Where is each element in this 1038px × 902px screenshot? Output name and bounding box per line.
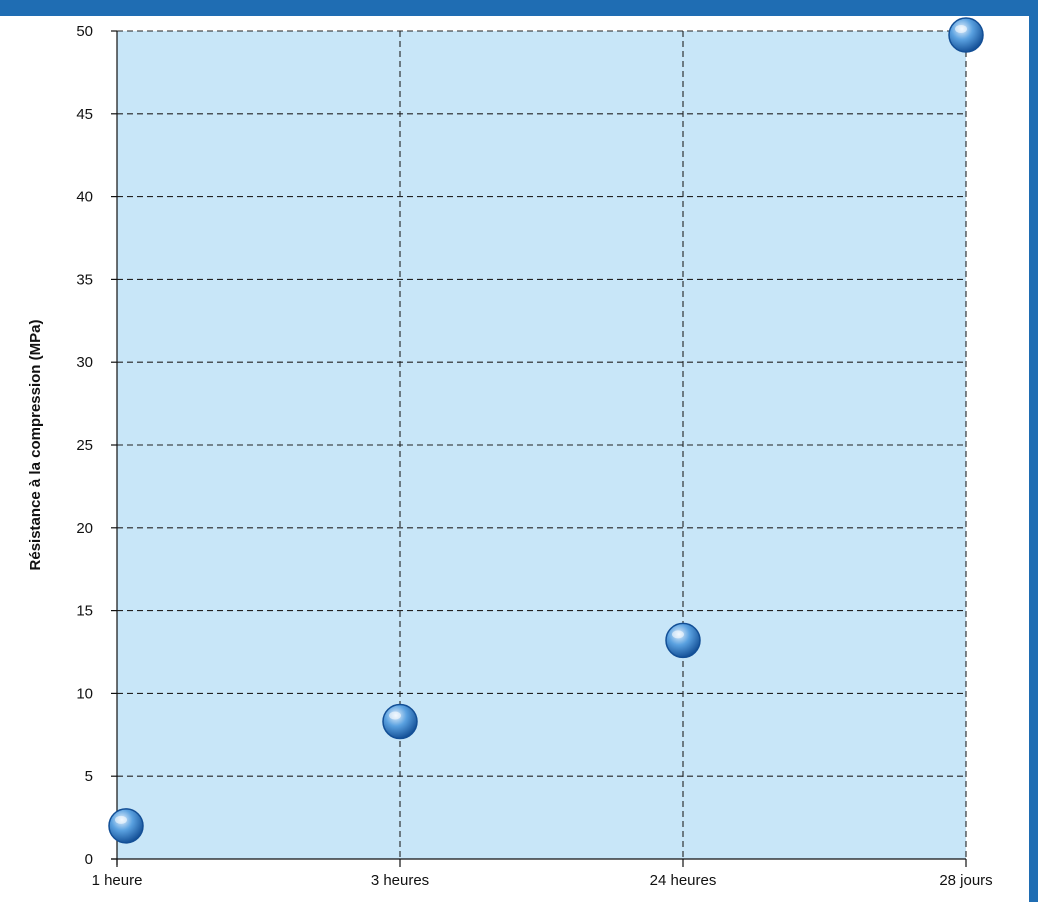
y-tick-label: 35 bbox=[76, 271, 93, 288]
y-tick-label: 30 bbox=[76, 354, 93, 371]
y-tick-label: 5 bbox=[85, 768, 93, 785]
right-frame-band bbox=[1029, 0, 1038, 902]
data-point-highlight bbox=[672, 630, 684, 639]
x-tick-label: 3 heures bbox=[371, 872, 429, 889]
y-tick-label: 20 bbox=[76, 520, 93, 537]
axes bbox=[111, 30, 967, 867]
x-tick-label: 1 heure bbox=[92, 872, 143, 889]
data-point-marker bbox=[382, 703, 418, 740]
y-tick-labels: 0 5 10 15 20 25 30 35 40 45 50 bbox=[76, 23, 93, 868]
y-tick-label: 10 bbox=[76, 685, 93, 702]
x-tick-label: 24 heures bbox=[650, 872, 717, 889]
data-point-highlight bbox=[955, 25, 967, 33]
data-point-highlight bbox=[389, 711, 401, 720]
data-point-highlight bbox=[115, 815, 127, 824]
y-tick-label: 40 bbox=[76, 189, 93, 206]
data-point-marker bbox=[665, 622, 701, 659]
x-tick-labels: 1 heure 3 heures 24 heures 28 jours bbox=[92, 872, 993, 889]
data-points bbox=[108, 17, 984, 844]
x-tick-label: 28 jours bbox=[939, 872, 992, 889]
y-tick-label: 50 bbox=[76, 23, 93, 40]
y-tick-label: 15 bbox=[76, 603, 93, 620]
grid-lines bbox=[117, 30, 967, 859]
y-tick-label: 45 bbox=[76, 106, 93, 123]
data-point-marker bbox=[948, 17, 984, 53]
data-point-marker bbox=[108, 808, 144, 844]
top-frame-band bbox=[0, 0, 1038, 16]
y-tick-label: 25 bbox=[76, 437, 93, 454]
y-tick-label: 0 bbox=[85, 851, 93, 868]
y-axis-title: Résistance à la compression (MPa) bbox=[27, 320, 44, 571]
